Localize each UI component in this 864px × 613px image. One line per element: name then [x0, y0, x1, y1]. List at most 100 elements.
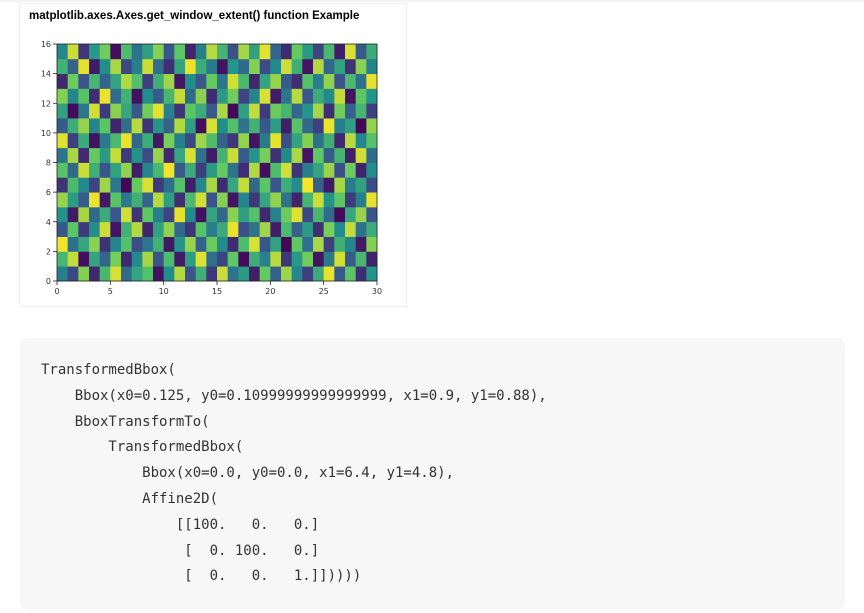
heatmap-cell	[67, 44, 79, 60]
heatmap-cell	[281, 44, 293, 60]
heatmap-cell	[270, 192, 282, 208]
heatmap-cell	[185, 118, 197, 134]
heatmap-cell	[163, 44, 175, 60]
heatmap-cell	[323, 236, 335, 252]
heatmap-cell	[67, 118, 79, 134]
heatmap-cell	[313, 221, 325, 237]
heatmap-cell	[291, 192, 303, 208]
heatmap-cell	[345, 147, 357, 163]
heatmap-cell	[174, 236, 186, 252]
heatmap-cell	[323, 221, 335, 237]
heatmap-cell	[185, 44, 197, 60]
heatmap-cell	[142, 192, 154, 208]
heatmap-cell	[195, 192, 207, 208]
code-output-block: TransformedBbox( Bbox(x0=0.125, y0=0.109…	[20, 338, 845, 610]
heatmap-cell	[281, 206, 293, 223]
heatmap-cell	[78, 221, 90, 237]
heatmap-cell	[163, 58, 175, 75]
code-line: [ 0. 100. 0.]	[41, 542, 320, 559]
heatmap-cell	[291, 44, 303, 60]
heatmap-cell	[78, 73, 90, 89]
heatmap-cell	[153, 192, 165, 208]
heatmap-cell	[249, 118, 261, 134]
heatmap-cell	[195, 162, 207, 178]
heatmap-cell	[355, 73, 367, 89]
heatmap-cell	[153, 177, 165, 193]
heatmap-cell	[121, 251, 133, 267]
heatmap-cell	[142, 88, 154, 104]
heatmap-cell	[302, 132, 314, 149]
heatmap-cell	[345, 118, 357, 134]
heatmap-cell	[313, 236, 325, 252]
heatmap-cell	[110, 103, 122, 119]
heatmap-cell	[174, 88, 186, 104]
heatmap-cell	[163, 221, 175, 237]
heatmap-cell	[57, 147, 69, 163]
heatmap-cell	[334, 44, 346, 60]
heatmap-cell	[174, 221, 186, 237]
heatmap-cell	[195, 251, 207, 267]
heatmap-cell	[89, 192, 101, 208]
heatmap-cell	[302, 103, 314, 119]
heatmap-cell	[163, 103, 175, 119]
heatmap-cell	[291, 162, 303, 178]
heatmap-cell	[67, 177, 79, 193]
heatmap-cell	[355, 206, 367, 223]
heatmap-cell	[206, 44, 218, 60]
heatmap-cell	[227, 44, 239, 60]
heatmap-cell	[110, 88, 122, 104]
heatmap-cell	[195, 206, 207, 223]
heatmap-cell	[163, 251, 175, 267]
heatmap-cell	[67, 103, 79, 119]
heatmap-cell	[131, 103, 143, 119]
heatmap-cell	[142, 58, 154, 75]
heatmap-cell	[121, 132, 133, 149]
heatmap-cell	[313, 118, 325, 134]
heatmap-cell	[259, 162, 271, 178]
heatmap-cell	[238, 132, 250, 149]
heatmap-cell	[366, 44, 378, 60]
y-axis-ticks: 0 2 4 6 8 10 12 14 16	[41, 40, 57, 286]
x-axis-ticks: 0 5 10 15 20 25 30	[54, 281, 382, 296]
heatmap-cell	[89, 147, 101, 163]
heatmap-cell	[238, 103, 250, 119]
heatmap-cell	[291, 147, 303, 163]
heatmap-cell	[217, 162, 229, 178]
heatmap-cell	[259, 206, 271, 223]
heatmap-cell	[153, 236, 165, 252]
heatmap-cell	[110, 192, 122, 208]
heatmap-cell	[366, 177, 378, 193]
heatmap-cell	[281, 162, 293, 178]
heatmap-cell	[249, 177, 261, 193]
heatmap-cell	[238, 236, 250, 252]
figure-card: matplotlib.axes.Axes.get_window_extent()…	[20, 4, 406, 306]
heatmap-cell	[121, 147, 133, 163]
heatmap-cell	[270, 58, 282, 75]
heatmap-cell	[185, 73, 197, 89]
heatmap-cell	[334, 192, 346, 208]
heatmap-cell	[355, 251, 367, 267]
heatmap-cell	[57, 132, 69, 149]
heatmap-cell	[57, 251, 69, 267]
heatmap-cell	[153, 132, 165, 149]
heatmap-cell	[131, 58, 143, 75]
heatmap-cell	[57, 236, 69, 252]
heatmap-cell	[313, 251, 325, 267]
heatmap-cell	[121, 88, 133, 104]
code-line: Affine2D(	[41, 490, 219, 507]
heatmap-cell	[355, 88, 367, 104]
heatmap-cell	[78, 44, 90, 60]
heatmap-cell	[110, 73, 122, 89]
heatmap-cell	[249, 192, 261, 208]
heatmap-cell	[345, 44, 357, 60]
heatmap-cell	[345, 251, 357, 267]
heatmap-cell	[227, 88, 239, 104]
heatmap-cell	[67, 192, 79, 208]
heatmap-cell	[217, 206, 229, 223]
heatmap-cell	[174, 44, 186, 60]
heatmap-cell	[302, 177, 314, 193]
heatmap-cell	[67, 147, 79, 163]
heatmap-cell	[110, 206, 122, 223]
heatmap-cell	[249, 162, 261, 178]
heatmap-cell	[89, 221, 101, 237]
